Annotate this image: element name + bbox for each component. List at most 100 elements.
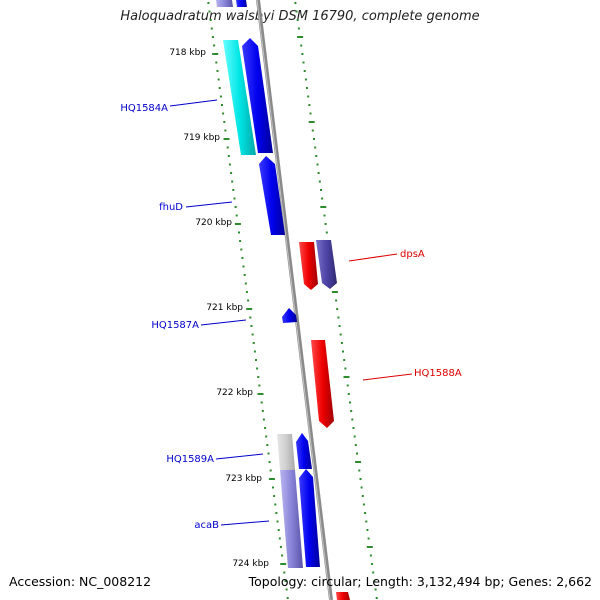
gene-label-hq1584a[interactable]: HQ1584A: [120, 103, 168, 114]
feature-hq1587a[interactable]: [282, 308, 297, 323]
major-tick-dot: [280, 563, 287, 565]
minor-tick-dot: [373, 580, 376, 582]
minor-tick-dot: [257, 376, 260, 378]
major-tick-dot: [320, 206, 327, 208]
minor-tick-dot: [249, 316, 252, 319]
minor-tick-dot: [349, 401, 351, 404]
minor-tick-dot: [308, 104, 311, 106]
feature-hq1588a[interactable]: [311, 340, 334, 428]
feature-dpsa-left[interactable]: [299, 242, 318, 290]
minor-tick-dot: [311, 129, 314, 132]
genome-backbone-highlight: [256, 0, 331, 600]
feature-hq1589a-grey[interactable]: [277, 434, 295, 470]
kbp-tick-label: 721 kbp: [206, 303, 243, 313]
minor-tick-dot: [324, 223, 327, 225]
minor-tick-dot: [358, 469, 361, 472]
kbp-tick-label: 720 kbp: [195, 218, 232, 228]
kbp-tick-label: 719 kbp: [183, 133, 220, 143]
minor-tick-dot: [284, 580, 287, 582]
minor-tick-dot: [313, 138, 315, 140]
major-tick-dot: [234, 223, 241, 225]
minor-tick-dot: [297, 27, 300, 30]
genome-backbone: [256, 0, 333, 600]
kbp-tick-label: 724 kbp: [232, 559, 269, 569]
minor-tick-dot: [375, 597, 378, 599]
gene-label-dpsa[interactable]: dpsA: [400, 249, 425, 260]
feature-partial-top-blue: [236, 0, 247, 7]
minor-tick-dot: [356, 452, 358, 455]
minor-tick-dot: [286, 597, 289, 599]
minor-tick-dot: [364, 512, 367, 514]
minor-tick-dot: [278, 537, 281, 540]
feature-fhud[interactable]: [259, 156, 285, 235]
minor-tick-dot: [352, 427, 355, 429]
minor-tick-dot: [301, 53, 304, 55]
gene-label-hq1589a[interactable]: HQ1589A: [166, 454, 214, 465]
minor-tick-dot: [241, 257, 244, 259]
minor-tick-dot: [262, 418, 265, 421]
minor-tick-dot: [255, 359, 257, 361]
minor-tick-dot: [239, 240, 242, 242]
minor-tick-dot: [325, 231, 328, 234]
gene-label-fhud[interactable]: fhuD: [159, 202, 183, 213]
feature-hq1584a-cyan[interactable]: [223, 40, 256, 155]
gene-label-acab[interactable]: acaB: [194, 520, 219, 531]
major-tick-dot: [223, 138, 230, 140]
minor-tick-dot: [240, 248, 243, 251]
minor-tick-dot: [209, 19, 212, 21]
minor-tick-dot: [219, 95, 222, 98]
major-tick-dot: [257, 393, 264, 395]
minor-tick-dot: [242, 265, 245, 268]
feature-partial-bottom-red: [336, 592, 350, 600]
minor-tick-dot: [342, 350, 344, 353]
minor-tick-dot: [371, 563, 374, 565]
minor-tick-dot: [268, 461, 271, 463]
kbp-tick-label: 723 kbp: [225, 474, 262, 484]
minor-tick-dot: [250, 325, 253, 327]
feature-hq1584a[interactable]: [242, 38, 273, 153]
minor-tick-dot: [335, 299, 338, 302]
minor-tick-dot: [369, 554, 372, 557]
minor-tick-dot: [347, 393, 350, 395]
gene-label-hq1588a[interactable]: HQ1588A: [414, 368, 462, 379]
minor-tick-dot: [295, 10, 298, 13]
minor-tick-dot: [337, 316, 340, 319]
minor-tick-dot: [320, 189, 322, 191]
feature-hq1589a[interactable]: [296, 433, 312, 469]
major-tick-dot: [268, 478, 275, 480]
minor-tick-dot: [309, 112, 312, 115]
major-tick-dot: [297, 36, 304, 38]
minor-tick-dot: [296, 19, 299, 21]
minor-tick-dot: [336, 308, 339, 310]
minor-tick-dot: [273, 495, 276, 497]
minor-tick-dot: [314, 146, 317, 149]
minor-tick-dot: [274, 503, 277, 506]
feature-acab[interactable]: [299, 469, 320, 567]
minor-tick-dot: [223, 121, 226, 123]
leader-line-hq1589a: [215, 453, 264, 460]
minor-tick-dot: [340, 342, 343, 344]
gene-label-hq1587a[interactable]: HQ1587A: [151, 320, 199, 331]
minor-tick-dot: [256, 367, 259, 370]
minor-tick-dot: [208, 10, 211, 13]
minor-tick-dot: [233, 197, 236, 200]
minor-tick-dot: [275, 512, 278, 514]
minor-tick-dot: [346, 384, 349, 387]
minor-tick-dot: [318, 180, 321, 183]
feature-dpsa[interactable]: [316, 240, 337, 289]
minor-tick-dot: [362, 503, 365, 506]
kbp-tick-labels: 718 kbp 719 kbp 720 kbp 721 kbp 722 kbp …: [169, 48, 269, 569]
minor-tick-dot: [264, 427, 267, 429]
feature-acab-lavender[interactable]: [280, 470, 303, 568]
leader-line-fhud: [185, 201, 233, 208]
minor-tick-dot: [344, 367, 347, 370]
minor-tick-dot: [367, 537, 370, 540]
leader-line-hq1587a: [200, 319, 247, 326]
major-tick-dot: [331, 291, 338, 293]
minor-tick-dot: [215, 61, 218, 64]
accession-text: Accession: NC_008212: [9, 574, 152, 589]
minor-tick-dot: [245, 291, 248, 293]
minor-tick-dot: [283, 571, 286, 574]
minor-tick-dot: [304, 78, 307, 81]
minor-tick-dot: [350, 410, 353, 412]
